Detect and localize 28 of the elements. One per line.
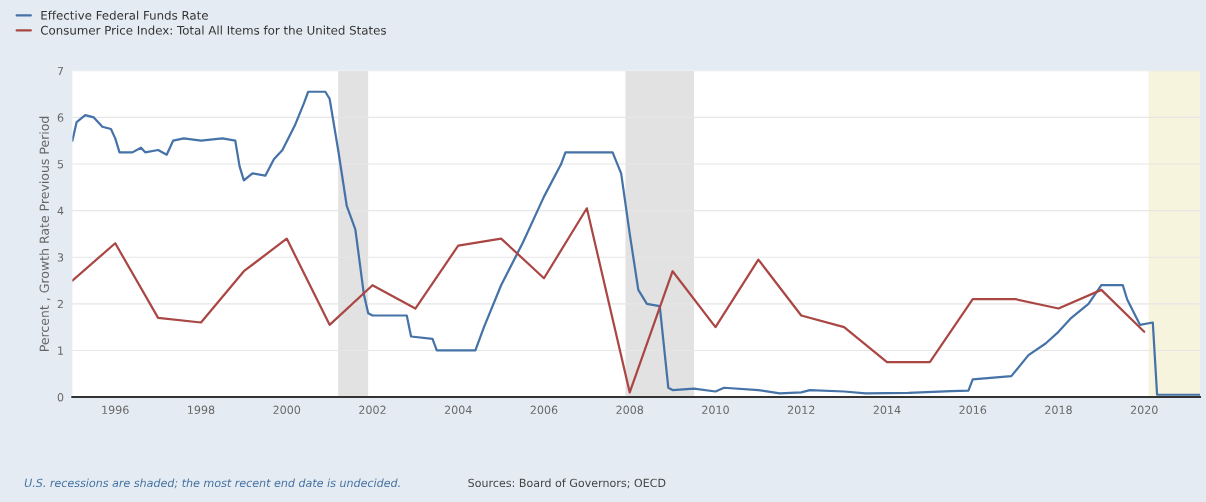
- x-tick-label: 2016: [959, 405, 987, 415]
- y-tick-label: 4: [57, 206, 64, 215]
- y-tick-label: 2: [57, 299, 63, 309]
- y-tick-label: 1: [58, 346, 63, 355]
- x-tick-label: 2006: [530, 405, 558, 415]
- line-series: [72, 207, 1146, 394]
- x-tick-label: 2018: [1045, 405, 1072, 415]
- y-tick-label: 0: [57, 393, 64, 402]
- y-tick-label: 7: [57, 66, 64, 75]
- y-tick-label: 5: [57, 160, 64, 169]
- line-series: [72, 90, 1200, 396]
- legend-label: Consumer Price Index: Total All Items for the United States: [40, 25, 386, 35]
- x-tick-label: 1998: [188, 405, 215, 415]
- x-tick-label: 2004: [444, 405, 472, 415]
- x-tick-label: 2012: [787, 405, 815, 415]
- legend-label: Effective Federal Funds Rate: [41, 10, 208, 20]
- y-tick-label: 6: [57, 113, 64, 122]
- x-tick-label: 2008: [616, 405, 644, 415]
- x-tick-label: 2020: [1130, 405, 1158, 415]
- y-axis-title: Percent , Growth Rate Previous Period: [39, 116, 51, 351]
- x-tick-label: 2002: [359, 405, 386, 415]
- x-tick-label: 2014: [873, 405, 901, 415]
- y-tick-label: 3: [57, 253, 64, 262]
- source-note: Sources: Board of Governors; OECD: [468, 478, 666, 489]
- x-tick-label: 2000: [273, 405, 301, 415]
- x-tick-label: 2010: [702, 405, 729, 415]
- text: U.S. recessions are shaded; the most recent end date is undecided.: [24, 478, 400, 489]
- x-tick-label: 1996: [102, 405, 129, 415]
